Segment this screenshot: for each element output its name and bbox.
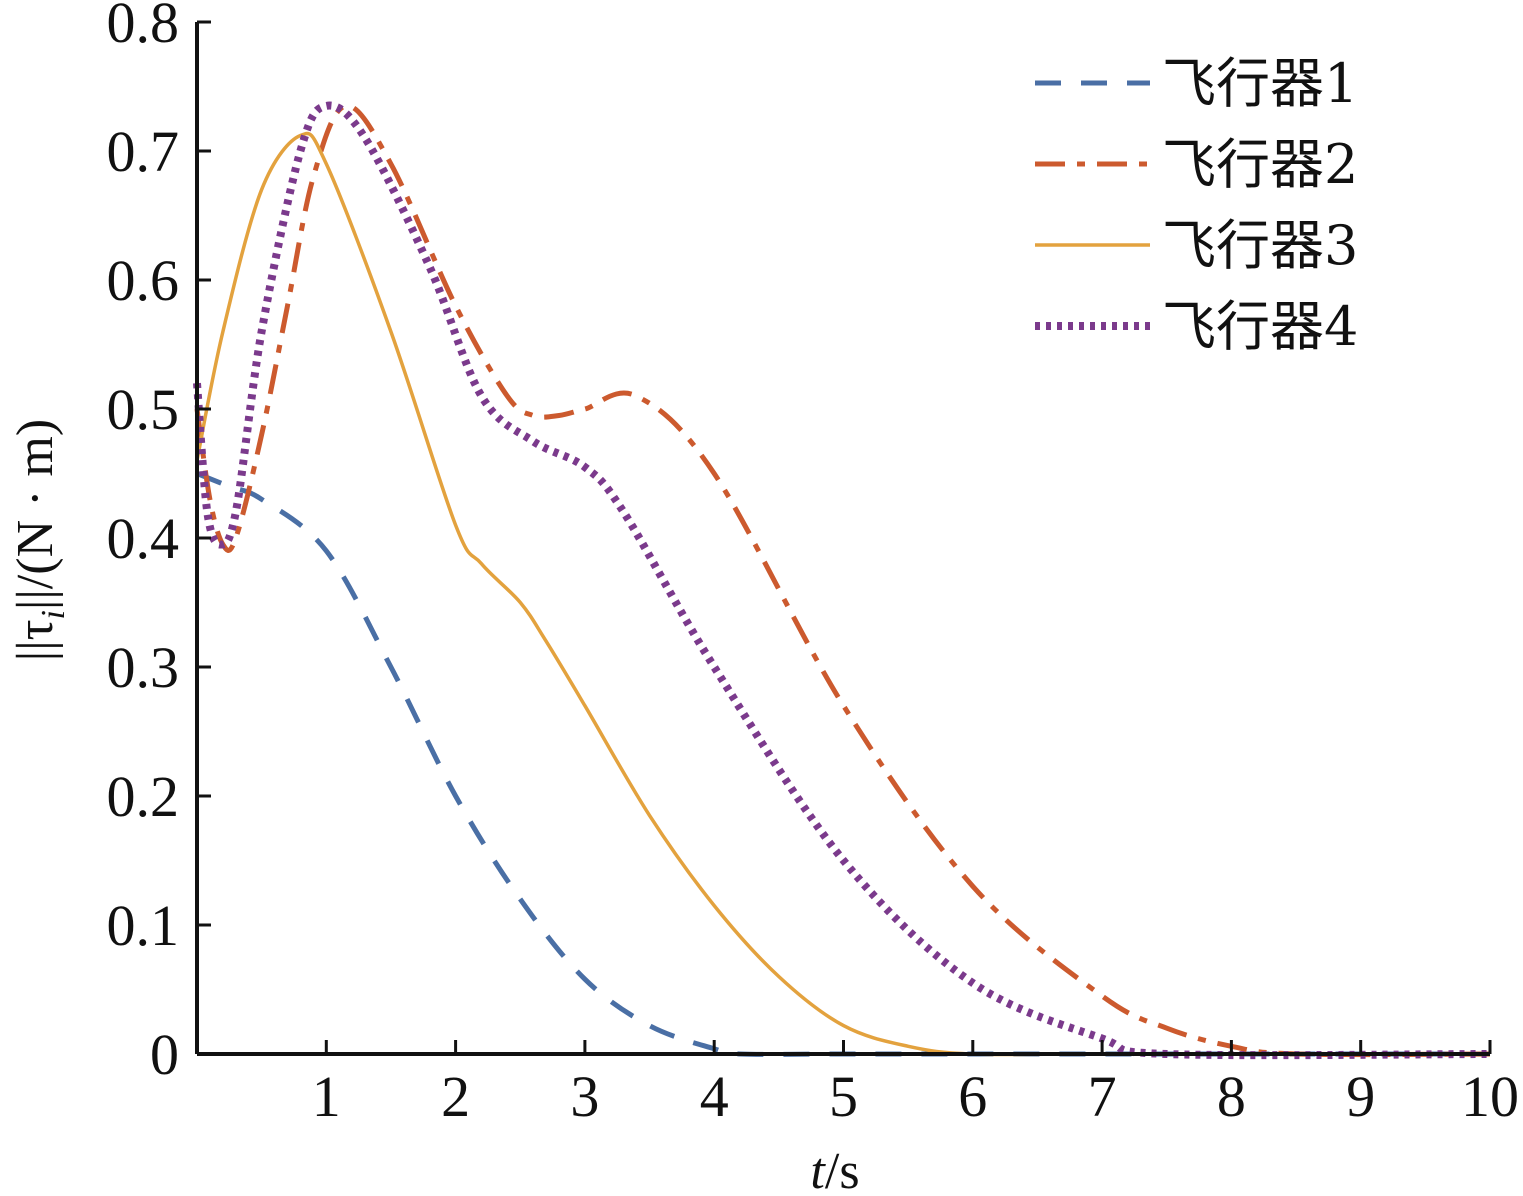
- y-tick-label: 0.4: [107, 506, 180, 571]
- y-tick-label: 0.3: [107, 635, 180, 700]
- axes: 1 2 3 4 5 6 7 8 9 10 0 0.1 0.2 0.3 0.4 0.5 0.6 0.7 0.8: [107, 0, 1520, 1129]
- x-tick-label: 1: [312, 1064, 341, 1129]
- legend-label: 飞行器3: [1162, 214, 1358, 277]
- y-tick-label: 0: [150, 1022, 179, 1087]
- y-tick-label: 0.2: [107, 764, 180, 829]
- series-line-2: [194, 103, 1491, 1058]
- legend: 飞行器1 飞行器2 飞行器3 飞行器4: [1035, 52, 1358, 358]
- y-tick-label: 0.6: [107, 248, 180, 313]
- series-line-4: [193, 101, 1491, 1060]
- legend-label: 飞行器4: [1162, 295, 1358, 358]
- legend-label: 飞行器2: [1162, 133, 1358, 196]
- series-line-1: [196, 471, 1490, 1057]
- x-tick-label: 6: [958, 1064, 987, 1129]
- x-tick-label: 3: [570, 1064, 599, 1129]
- y-tick-label: 0.7: [107, 119, 180, 184]
- y-tick-label: 0.8: [107, 0, 180, 55]
- y-axis-label: ||τi||/(N · m): [7, 419, 72, 661]
- x-tick-label: 8: [1217, 1064, 1246, 1129]
- x-tick-label: 2: [441, 1064, 470, 1129]
- y-tick-label: 0.1: [107, 893, 180, 958]
- legend-label: 飞行器1: [1162, 52, 1358, 115]
- x-axis-label: t/s: [810, 1143, 859, 1196]
- x-tick-label: 4: [700, 1064, 729, 1129]
- x-tick-label: 10: [1461, 1064, 1519, 1129]
- x-tick-label: 5: [829, 1064, 858, 1129]
- x-tick-label: 9: [1346, 1064, 1375, 1129]
- y-tick-label: 0.5: [107, 377, 180, 442]
- x-tick-label: 7: [1088, 1064, 1117, 1129]
